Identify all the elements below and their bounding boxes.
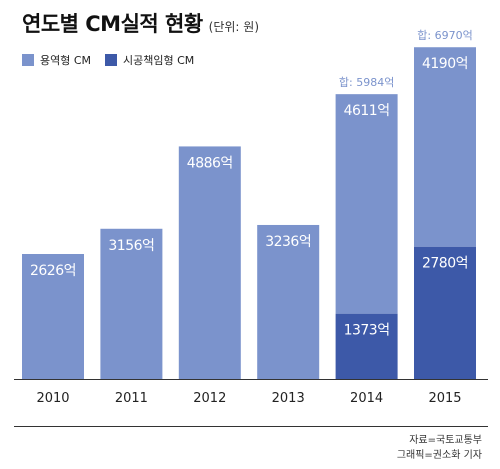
graphic-credit: 그래픽=권소화 기자	[396, 450, 482, 461]
source-credit: 자료=국토교통부 그래픽=권소화 기자	[397, 433, 482, 463]
title-block: 연도별 CM실적 현황 (단위: 원)	[22, 8, 259, 38]
value-label-construction-cm-2015: 2780억	[422, 256, 468, 272]
value-label-service-cm-2013: 3236억	[265, 234, 311, 250]
value-label-service-cm-2011: 3156억	[108, 238, 154, 254]
legend-item-service-cm: 용역형 CM	[22, 52, 91, 68]
value-label-service-cm-2015: 4190억	[422, 56, 468, 72]
x-tick-label-2012: 2012	[193, 391, 226, 406]
chart-title: 연도별 CM실적 현황	[22, 12, 203, 36]
x-tick-label-2011: 2011	[115, 391, 148, 406]
legend-label-service-cm: 용역형 CM	[40, 54, 92, 67]
bar-service-cm-2011	[100, 228, 163, 379]
legend-label-construction-cm: 시공책임형 CM	[123, 54, 195, 67]
x-tick-label-2015: 2015	[428, 391, 461, 406]
bar-service-cm-2014	[335, 94, 398, 314]
bar-service-cm-2010	[22, 254, 84, 379]
bar-service-cm-2013	[257, 224, 320, 379]
value-label-service-cm-2012: 4886억	[187, 155, 233, 171]
value-label-service-cm-2014: 4611억	[344, 103, 390, 119]
legend-swatch-construction-cm	[105, 54, 118, 66]
legend-swatch-service-cm	[22, 54, 34, 66]
value-label-construction-cm-2014: 1373억	[344, 323, 390, 339]
chart-plot: 2626억 2010 3156억 2011 4886억 2012 3236억 2013 4611…	[14, 29, 488, 427]
x-tick-label-2014: 2014	[350, 391, 383, 406]
x-tick-label-2013: 2013	[272, 391, 305, 406]
total-label-2015: 합: 6970억	[417, 29, 472, 42]
legend-item-construction-cm: 시공책임형 CM	[105, 52, 194, 68]
x-tick-label-2010: 2010	[36, 391, 69, 406]
source-label: 자료=국토교통부	[409, 435, 482, 446]
unit-note: (단위: 원)	[208, 20, 260, 34]
bar-service-cm-2015	[414, 47, 476, 247]
legend: 용역형 CM 시공책임형 CM	[22, 52, 208, 68]
value-label-service-cm-2010: 2626억	[30, 263, 76, 279]
bar-construction-cm-2014	[335, 313, 398, 379]
bar-construction-cm-2015	[414, 246, 476, 379]
bar-service-cm-2012	[178, 146, 241, 379]
total-label-2014: 합: 5984억	[339, 76, 394, 89]
